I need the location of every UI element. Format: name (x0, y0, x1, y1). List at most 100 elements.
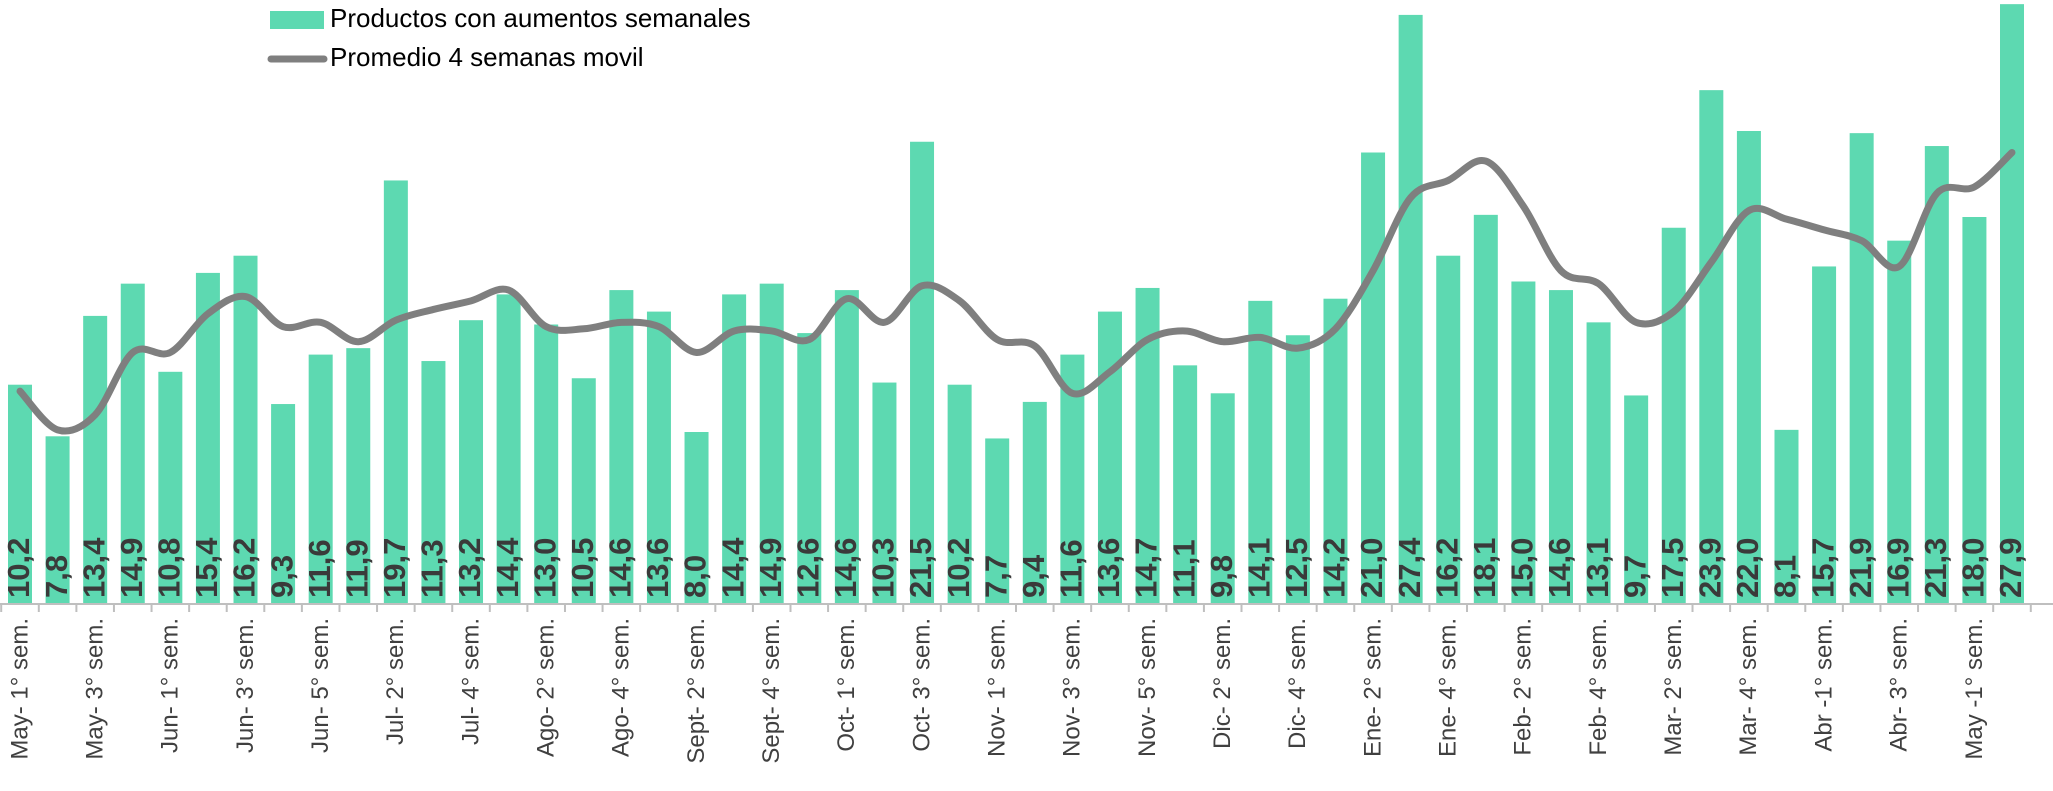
data-label: 14,7 (1129, 538, 1164, 598)
data-label: 14,6 (603, 538, 638, 598)
data-label: 9,8 (1204, 555, 1239, 598)
bar (534, 324, 559, 604)
data-label: 15,7 (1805, 538, 1840, 598)
bar (1361, 152, 1386, 604)
bar (233, 255, 258, 604)
bar (1398, 14, 1423, 604)
bar (158, 371, 183, 604)
x-tick-label: Nov- 3° sem. (1059, 618, 1086, 757)
data-label: 9,4 (1016, 554, 1051, 598)
bar (1812, 266, 1837, 604)
bar (1774, 429, 1799, 604)
data-label: 10,2 (941, 538, 976, 598)
data-label: 13,4 (76, 537, 111, 598)
legend-label: Promedio 4 semanas movil (330, 42, 644, 72)
bar (271, 404, 296, 604)
data-label: 10,3 (866, 538, 901, 598)
x-tick-label: Jul- 4° sem. (457, 618, 484, 745)
data-label: 18,0 (1956, 538, 1991, 598)
bar (308, 354, 333, 604)
bar (1473, 214, 1498, 604)
data-label: 14,4 (490, 537, 525, 598)
x-tick-label: Jun- 1° sem. (157, 618, 184, 753)
legend-swatch (270, 11, 324, 29)
bar (797, 333, 822, 604)
data-label: 14,1 (1241, 538, 1276, 598)
bar (1887, 240, 1912, 604)
data-label: 13,6 (640, 538, 675, 598)
bar (1586, 322, 1611, 604)
bar (83, 315, 108, 604)
bar (1699, 90, 1724, 604)
bar (1548, 290, 1573, 604)
data-label: 12,6 (790, 538, 825, 598)
bar (947, 384, 972, 604)
bar (195, 272, 220, 604)
data-label: 13,1 (1580, 538, 1615, 598)
bar (1436, 255, 1461, 604)
data-label: 16,2 (227, 538, 262, 598)
data-label: 14,9 (114, 538, 149, 598)
x-tick-label: Mar- 2° sem. (1660, 618, 1687, 756)
data-label: 10,2 (1, 538, 36, 598)
data-label: 13,2 (452, 538, 487, 598)
data-label: 15,4 (189, 537, 224, 598)
bar (1323, 298, 1348, 604)
bar (459, 320, 484, 604)
data-label: 13,6 (1091, 538, 1126, 598)
data-label: 11,9 (339, 539, 374, 598)
bar (1022, 401, 1047, 604)
data-label: 21,9 (1843, 538, 1878, 598)
bar (609, 290, 634, 604)
bar (496, 294, 521, 604)
data-label: 21,3 (1918, 538, 1953, 598)
bar (684, 432, 709, 604)
data-label: 13,0 (527, 538, 562, 598)
data-label: 10,5 (565, 538, 600, 598)
data-label: 27,9 (1993, 538, 2028, 598)
x-tick-label: Abr- 3° sem. (1886, 618, 1913, 752)
x-tick-label: Sept- 2° sem. (683, 618, 710, 764)
data-label: 11,1 (1166, 539, 1201, 598)
data-label: 11,3 (415, 539, 450, 598)
data-label: 9,3 (264, 555, 299, 598)
bar (834, 290, 859, 604)
bar (1962, 217, 1987, 604)
data-label: 8,1 (1768, 555, 1803, 598)
data-label: 11,6 (302, 539, 337, 598)
bar (1661, 227, 1686, 604)
bar (985, 438, 1010, 604)
bar (1924, 146, 1949, 605)
bar (383, 180, 408, 604)
bar (1173, 365, 1198, 604)
bar (8, 384, 32, 604)
bar (1849, 133, 1874, 604)
x-tick-label: May- 1° sem. (6, 618, 33, 760)
x-tick-label: Mar- 4° sem. (1735, 618, 1762, 756)
x-tick-label: Jun- 3° sem. (232, 618, 259, 753)
x-tick-label: Oct- 1° sem. (833, 618, 860, 752)
bar (910, 141, 935, 604)
bar (646, 311, 671, 604)
x-tick-label: Dic- 4° sem. (1284, 618, 1311, 749)
x-tick-label: Ago- 4° sem. (608, 618, 635, 757)
data-label: 14,9 (753, 538, 788, 598)
data-label: 10,8 (152, 538, 187, 598)
bar (872, 382, 897, 604)
bar (1210, 393, 1235, 604)
x-tick-label: Dic- 2° sem. (1209, 618, 1236, 749)
bar (2000, 4, 2024, 604)
x-tick-label: Jul- 2° sem. (382, 618, 409, 745)
x-tick-label: Feb- 2° sem. (1510, 618, 1537, 756)
data-label: 8,0 (678, 555, 713, 598)
bar (759, 283, 784, 604)
bar (120, 283, 145, 604)
bar (346, 348, 371, 604)
x-tick-label: Jun- 5° sem. (307, 618, 334, 753)
x-tick-label: May- 3° sem. (82, 618, 109, 760)
bar (1248, 300, 1273, 604)
data-label: 27,4 (1392, 537, 1427, 598)
data-label: 23,9 (1693, 538, 1728, 598)
bar (1736, 131, 1761, 604)
data-label: 18,1 (1467, 538, 1502, 598)
